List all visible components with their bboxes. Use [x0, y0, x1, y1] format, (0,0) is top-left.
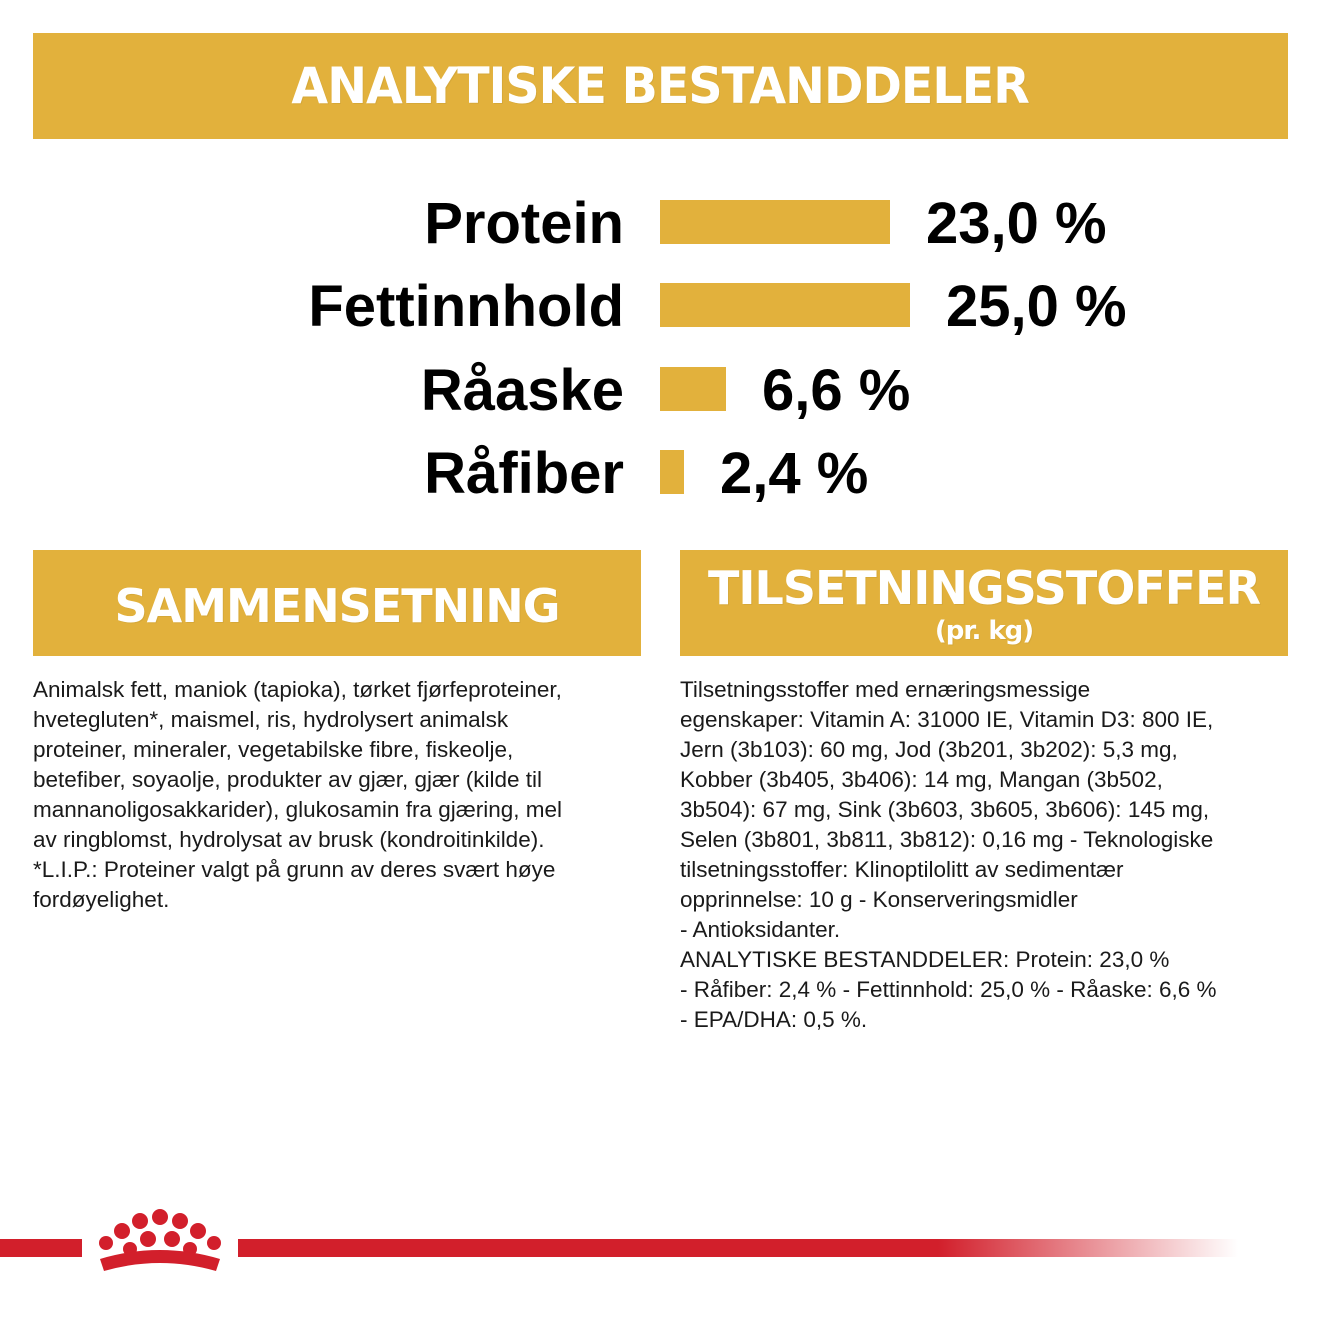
- analysis-bar-protein: [660, 200, 890, 244]
- header-banner: ANALYTISKE BESTANDDELER: [33, 33, 1288, 139]
- analysis-value-fettinnhold: 25,0 %: [946, 274, 1127, 339]
- analysis-value-raafiber: 2,4 %: [720, 441, 869, 506]
- analysis-bar-raaske: [660, 367, 726, 411]
- analysis-label-fettinnhold: Fettinnhold: [308, 274, 624, 339]
- analysis-value-raaske: 6,6 %: [762, 358, 911, 423]
- analysis-value-protein: 23,0 %: [926, 191, 1107, 256]
- footer-red-line-right: [238, 1239, 1238, 1257]
- analysis-bar-fettinnhold: [660, 283, 910, 327]
- composition-banner: SAMMENSETNING: [33, 550, 641, 656]
- royal-canin-crown-icon: [99, 1209, 221, 1271]
- additives-banner: TILSETNINGSSTOFFER (pr. kg): [680, 550, 1288, 656]
- additives-title: TILSETNINGSSTOFFER: [708, 561, 1261, 615]
- additives-subtitle: (pr. kg): [934, 616, 1034, 646]
- analysis-bar-raafiber: [660, 450, 684, 494]
- analysis-label-raaske: Råaske: [420, 358, 624, 423]
- additives-text: Tilsetningsstoffer med ernæringsmessige …: [680, 677, 1217, 1032]
- footer-red-line-left: [0, 1239, 82, 1257]
- header-title: ANALYTISKE BESTANDDELER: [291, 57, 1030, 115]
- composition-text: Animalsk fett, maniok (tapioka), tørket …: [33, 677, 562, 912]
- analysis-label-raafiber: Råfiber: [424, 441, 624, 506]
- analysis-label-protein: Protein: [424, 191, 624, 256]
- composition-title: SAMMENSETNING: [114, 579, 560, 633]
